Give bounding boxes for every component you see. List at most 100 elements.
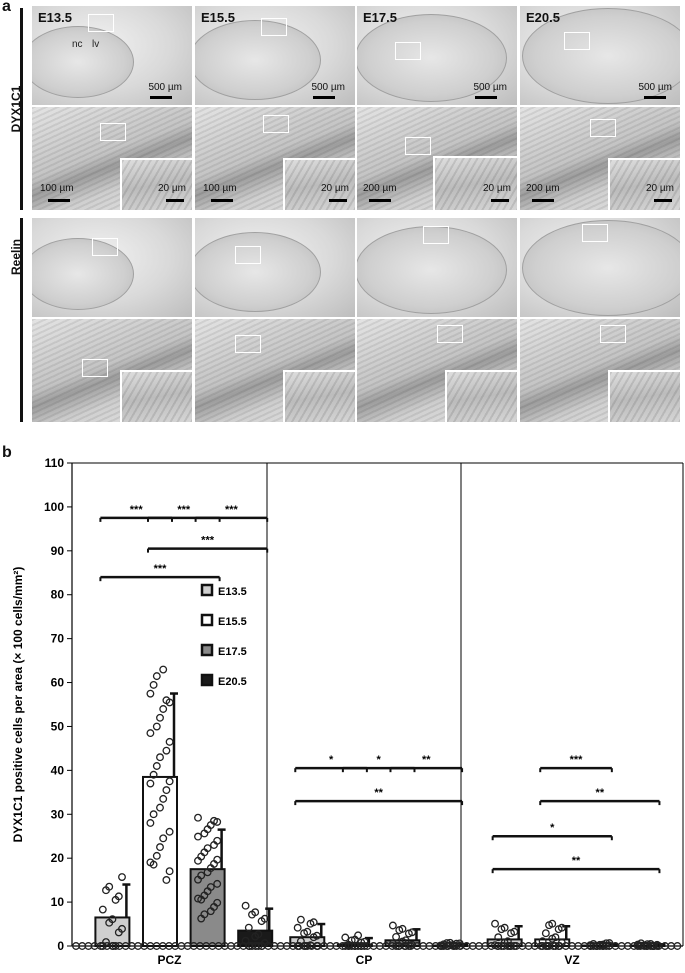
data-point [248, 910, 256, 919]
data-point [388, 921, 397, 930]
region-of-interest-box [590, 119, 616, 137]
data-point [156, 753, 164, 762]
y-tick-label: 50 [51, 719, 65, 733]
data-point [146, 819, 155, 827]
data-point [194, 813, 202, 822]
micrograph-r4-c3 [357, 319, 517, 422]
data-point [213, 817, 222, 826]
significance-label: *** [154, 563, 168, 575]
micrograph-r4-c4 [520, 319, 680, 422]
region-of-interest-box [261, 18, 287, 36]
data-point [162, 746, 171, 755]
magnified-inset [445, 370, 517, 422]
legend-label: E13.5 [218, 586, 247, 598]
dyx1c1-row-bar [20, 8, 23, 210]
region-of-interest-box [600, 325, 626, 343]
data-point [404, 929, 413, 938]
data-point [241, 901, 250, 910]
data-point [159, 834, 168, 843]
legend-swatch [200, 583, 214, 597]
inset-scale-bar [329, 199, 347, 202]
data-point [102, 886, 110, 895]
inset-scale-bar-label: 20 µm [646, 183, 674, 194]
data-point [293, 923, 302, 932]
brain-section [195, 20, 321, 100]
micrograph-r1-c4: E20.5 500 µm [520, 6, 680, 105]
micrograph-r3-c1 [32, 218, 192, 317]
data-point [114, 928, 123, 937]
data-point [354, 931, 363, 940]
data-point [149, 680, 158, 689]
data-point [306, 919, 315, 928]
region-of-interest-box [582, 224, 608, 242]
significance-label: *** [130, 504, 144, 516]
data-point [98, 905, 107, 914]
brain-section [357, 226, 507, 314]
data-point [194, 832, 202, 841]
micrograph-r3-c4 [520, 218, 680, 317]
x-category-label: CP [356, 953, 373, 967]
region-of-interest-box [235, 246, 261, 264]
data-point [494, 933, 503, 942]
region-of-interest-box [235, 335, 261, 353]
data-point [149, 770, 158, 779]
brain-section [32, 238, 134, 310]
data-point [589, 942, 598, 950]
scale-bar [48, 199, 70, 202]
data-point [149, 810, 158, 819]
scale-bar-label: 200 µm [526, 183, 560, 194]
scale-bar-label: 200 µm [363, 183, 397, 194]
reelin-row-bar [20, 218, 23, 422]
data-point [200, 829, 209, 838]
micrograph-r1-c1: E13.5 500 µm nc lv [32, 6, 192, 105]
legend-swatch [200, 643, 214, 657]
legend-swatch [200, 673, 214, 687]
significance-label: ** [572, 855, 581, 867]
data-point [146, 689, 155, 698]
data-point [105, 918, 114, 927]
region-of-interest-box [437, 325, 463, 343]
data-point [341, 933, 350, 942]
y-tick-label: 70 [51, 632, 65, 646]
brain-section [522, 220, 680, 316]
data-point [296, 937, 305, 946]
data-point [159, 794, 168, 803]
micrograph-r3-c2 [195, 218, 355, 317]
y-axis-label: DYX1C1 positive cells per area (× 100 ce… [11, 567, 25, 843]
inset-scale-bar [654, 199, 672, 202]
data-point [309, 933, 318, 942]
region-of-interest-box [88, 14, 114, 32]
scale-bar-label: 500 µm [148, 82, 182, 93]
data-point [149, 860, 158, 869]
significance-label: * [377, 754, 382, 766]
data-point [156, 843, 164, 852]
data-point [111, 942, 120, 950]
data-point [165, 737, 174, 746]
micrograph-r3-c3 [357, 218, 517, 317]
y-tick-label: 60 [51, 676, 65, 690]
micrograph-r2-c3: 200 µm 20 µm [357, 107, 517, 210]
stage-label: E15.5 [201, 10, 235, 25]
data-point [102, 938, 110, 947]
significance-label: * [550, 822, 555, 834]
data-point [541, 929, 550, 938]
y-tick-label: 40 [51, 763, 65, 777]
micrograph-r2-c1: 100 µm 20 µm [32, 107, 192, 210]
data-point [206, 907, 215, 916]
region-of-interest-box [405, 137, 431, 155]
brain-section [522, 8, 680, 104]
region-of-interest-box [92, 238, 118, 256]
data-point [146, 729, 155, 738]
data-point [548, 934, 557, 943]
scale-bar-label: 500 µm [311, 82, 345, 93]
bar [142, 775, 178, 948]
brain-section [32, 26, 134, 98]
inset-scale-bar [166, 199, 184, 202]
data-point [497, 925, 506, 934]
significance-label: ** [374, 787, 383, 799]
magnified-inset [608, 370, 680, 422]
micrograph-r1-c2: E15.5 500 µm [195, 6, 355, 105]
y-tick-label: 100 [44, 500, 64, 514]
scale-bar [313, 96, 335, 99]
inset-scale-bar-label: 20 µm [321, 183, 349, 194]
